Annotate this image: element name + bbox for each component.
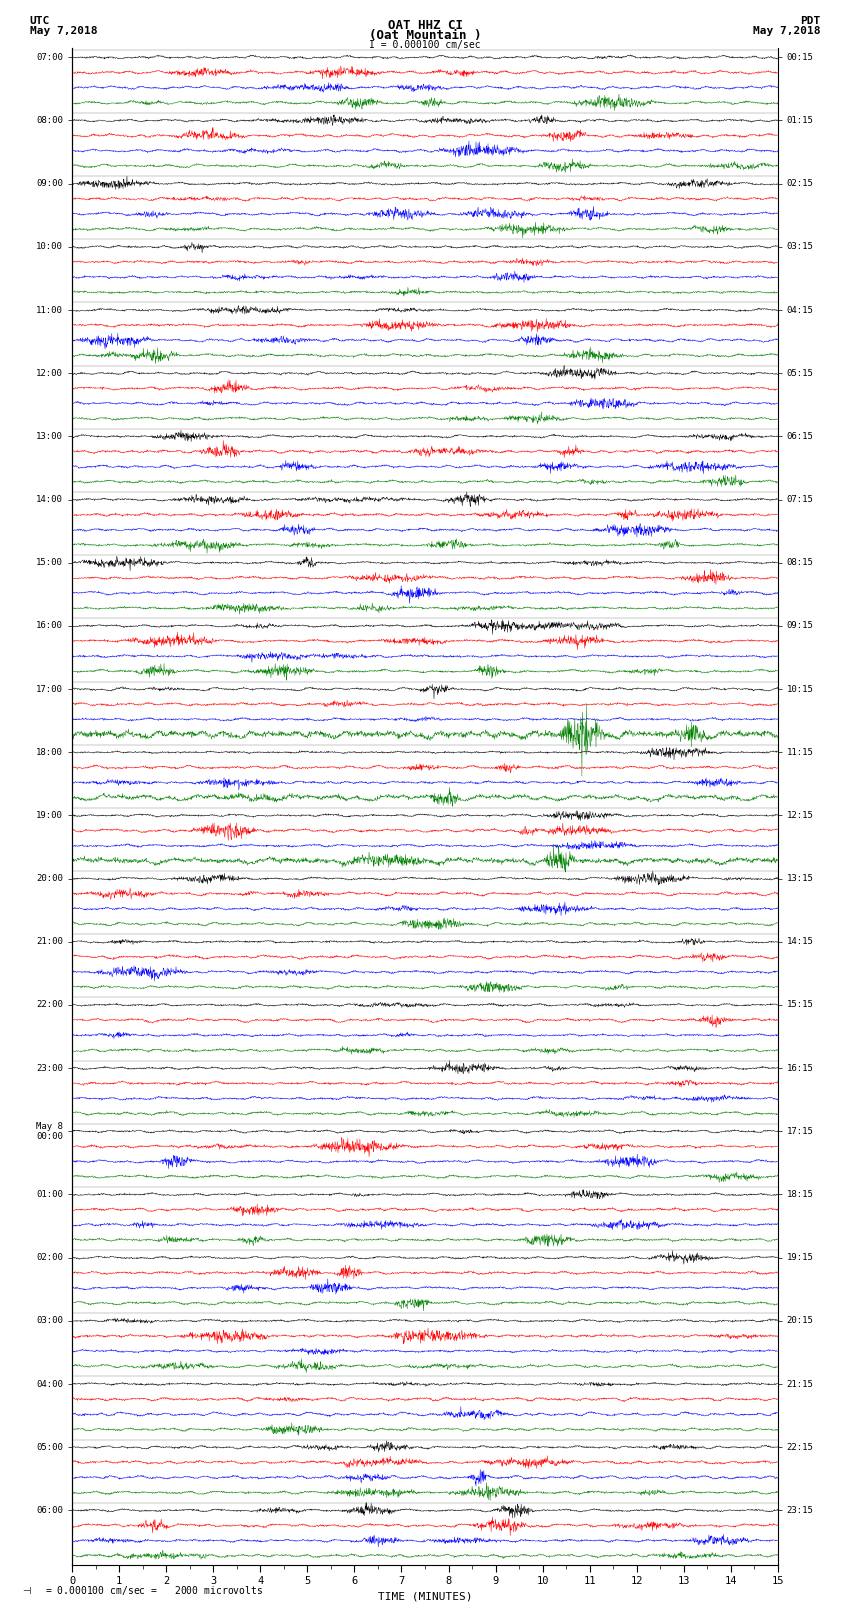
Text: (Oat Mountain ): (Oat Mountain )	[369, 29, 481, 42]
Text: I = 0.000100 cm/sec: I = 0.000100 cm/sec	[369, 40, 481, 50]
Text: $\dashv$  = 0.000100 cm/sec =   2000 microvolts: $\dashv$ = 0.000100 cm/sec = 2000 microv…	[21, 1584, 264, 1597]
Text: PDT: PDT	[800, 16, 820, 26]
Text: OAT HHZ CI: OAT HHZ CI	[388, 19, 462, 32]
Text: UTC: UTC	[30, 16, 50, 26]
X-axis label: TIME (MINUTES): TIME (MINUTES)	[377, 1592, 473, 1602]
Text: May 7,2018: May 7,2018	[30, 26, 97, 35]
Text: May 7,2018: May 7,2018	[753, 26, 820, 35]
